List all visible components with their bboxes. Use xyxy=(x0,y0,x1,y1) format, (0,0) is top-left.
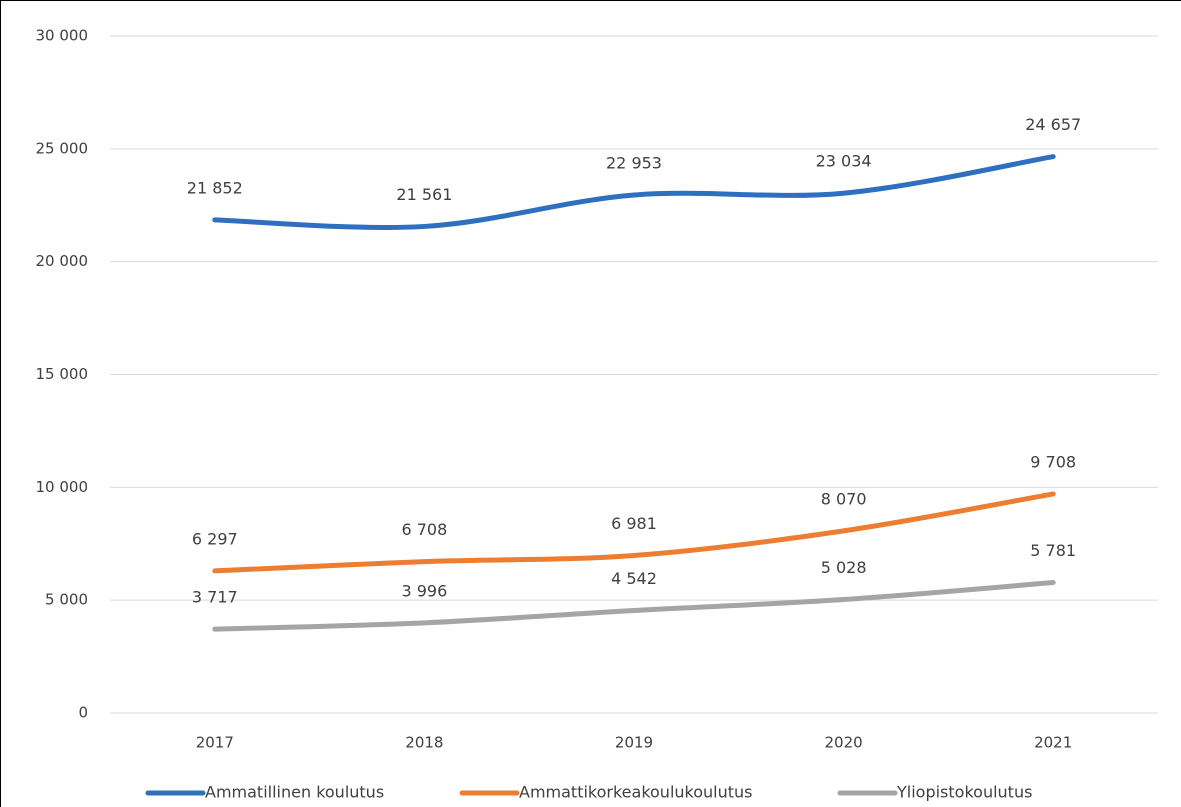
data-label: 5 781 xyxy=(1030,541,1076,560)
legend-label: Ammatillinen koulutus xyxy=(205,783,384,802)
data-label: 6 708 xyxy=(401,520,447,539)
x-tick-label: 2018 xyxy=(405,734,443,752)
data-label: 6 981 xyxy=(611,514,657,533)
y-tick-label: 30 000 xyxy=(36,27,89,45)
data-label: 4 542 xyxy=(611,569,657,588)
x-tick-label: 2020 xyxy=(825,734,863,752)
x-tick-label: 2021 xyxy=(1034,734,1072,752)
data-label: 23 034 xyxy=(816,152,872,171)
y-tick-label: 20 000 xyxy=(36,252,89,270)
legend-label: Ammattikorkeakoulukoulutus xyxy=(519,783,753,802)
y-tick-label: 10 000 xyxy=(36,478,89,496)
data-label: 9 708 xyxy=(1030,452,1076,471)
y-tick-label: 15 000 xyxy=(36,365,89,383)
x-tick-label: 2017 xyxy=(196,734,234,752)
data-label: 21 561 xyxy=(396,185,452,204)
y-tick-label: 5 000 xyxy=(45,591,88,609)
data-label: 22 953 xyxy=(606,154,662,173)
data-label: 5 028 xyxy=(821,558,867,577)
y-tick-label: 0 xyxy=(78,704,88,722)
series-line xyxy=(212,154,1056,230)
data-label: 24 657 xyxy=(1025,115,1081,134)
series-line xyxy=(212,491,1056,574)
data-label: 8 070 xyxy=(821,489,867,508)
data-label: 6 297 xyxy=(192,529,238,548)
y-tick-label: 25 000 xyxy=(36,139,89,157)
series-line xyxy=(212,580,1056,632)
x-tick-label: 2019 xyxy=(615,734,653,752)
data-label: 3 996 xyxy=(401,581,447,600)
data-label: 21 852 xyxy=(187,178,243,197)
data-label: 3 717 xyxy=(192,588,238,607)
legend-label: Yliopistokoulutus xyxy=(896,783,1032,802)
